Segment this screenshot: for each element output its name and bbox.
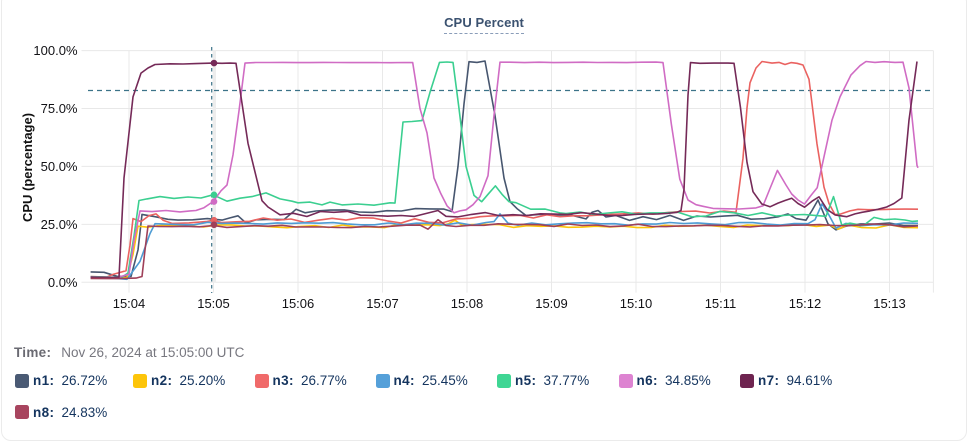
svg-text:15:08: 15:08 <box>451 296 484 311</box>
svg-text:15:04: 15:04 <box>113 296 146 311</box>
svg-text:0.0%: 0.0% <box>48 275 78 290</box>
svg-text:15:09: 15:09 <box>535 296 568 311</box>
svg-text:15:07: 15:07 <box>366 296 399 311</box>
svg-text:25.0%: 25.0% <box>41 217 78 232</box>
svg-text:CPU (percentage): CPU (percentage) <box>20 113 35 222</box>
svg-text:15:05: 15:05 <box>197 296 230 311</box>
svg-text:15:10: 15:10 <box>620 296 653 311</box>
svg-text:50.0%: 50.0% <box>41 159 78 174</box>
svg-text:15:06: 15:06 <box>282 296 315 311</box>
svg-text:15:11: 15:11 <box>705 296 737 311</box>
svg-text:15:13: 15:13 <box>873 296 906 311</box>
svg-text:75.0%: 75.0% <box>41 101 78 116</box>
svg-text:15:12: 15:12 <box>789 296 822 311</box>
svg-text:100.0%: 100.0% <box>33 43 78 58</box>
